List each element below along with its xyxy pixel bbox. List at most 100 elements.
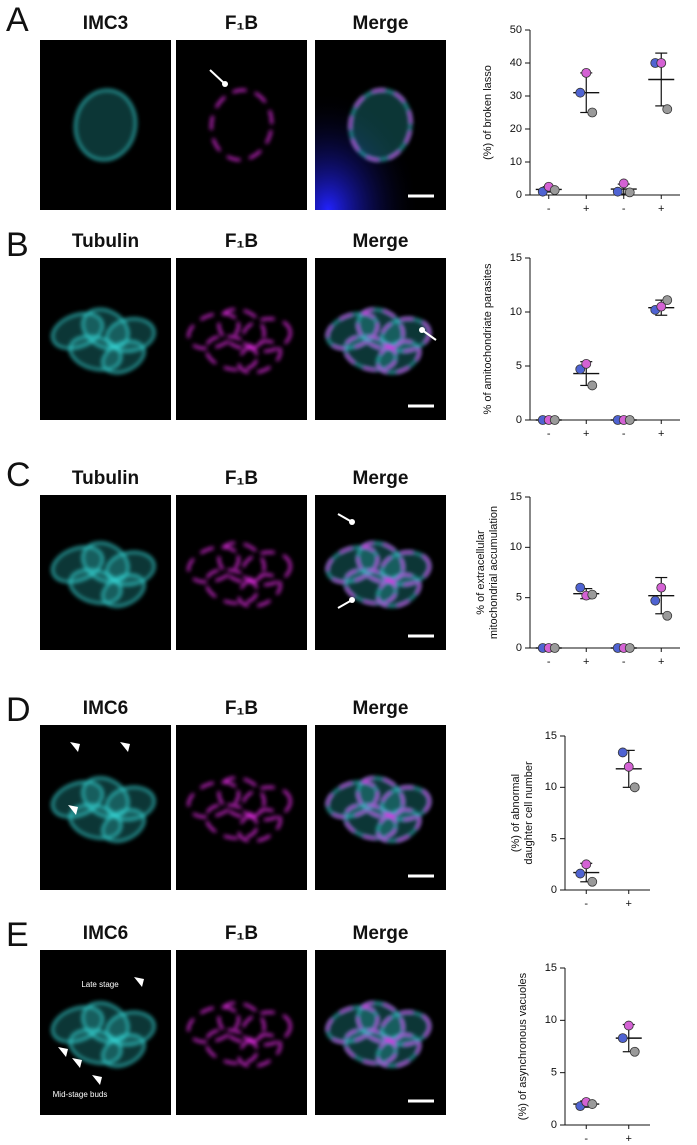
panel-letter: E [6, 916, 29, 954]
y-tick-label: 10 [545, 1014, 557, 1026]
data-point [624, 187, 635, 198]
data-point [581, 358, 592, 369]
data-point [629, 1046, 640, 1057]
data-point [575, 582, 586, 593]
cell [204, 803, 259, 840]
y-tick-label: 30 [510, 90, 522, 102]
arrowhead [70, 742, 80, 752]
cell [376, 340, 421, 374]
arrowhead [134, 977, 144, 987]
cell [343, 1028, 398, 1065]
x-tick-label: - [584, 1133, 588, 1145]
y-tick-label: 5 [551, 1067, 557, 1079]
cell [343, 803, 398, 840]
cell [237, 573, 282, 608]
cell [343, 568, 398, 605]
cell [376, 1033, 421, 1068]
data-point [624, 415, 635, 425]
data-point [612, 186, 623, 197]
data-point [629, 782, 640, 793]
y-tick-label: 0 [516, 414, 522, 426]
cell [380, 1010, 431, 1047]
data-point [623, 761, 634, 772]
data-point [662, 104, 673, 115]
y-tick-label: 10 [510, 156, 522, 168]
data-point [662, 610, 673, 621]
image-label: Merge [353, 13, 409, 34]
y-tick-label: 15 [545, 962, 557, 974]
data-point [587, 589, 598, 600]
y-tick-label: 20 [510, 123, 522, 135]
cell-group [74, 89, 137, 161]
cell [204, 1028, 259, 1065]
cell [187, 312, 240, 350]
y-tick-label: 5 [516, 360, 522, 372]
data-point [656, 301, 667, 312]
arrowhead [92, 1075, 102, 1085]
data-point [575, 868, 586, 879]
cell [326, 312, 379, 350]
cell-group [326, 776, 431, 843]
data-point [549, 415, 560, 425]
cell [326, 780, 379, 819]
data-point [581, 68, 592, 78]
y-axis-label: daughter cell number [523, 761, 535, 865]
cell [349, 88, 412, 162]
data-point [581, 859, 592, 870]
cell [241, 785, 292, 822]
y-tick-label: 5 [551, 833, 557, 845]
cell [187, 545, 240, 584]
cell [343, 334, 398, 372]
arrowhead [58, 1047, 68, 1057]
arrow [209, 69, 226, 85]
y-axis-label: % of amitochondriate parasites [482, 263, 494, 415]
cell-group [51, 1001, 156, 1068]
y-tick-label: 50 [510, 24, 522, 36]
data-point [617, 747, 628, 758]
x-tick-label: + [583, 428, 589, 440]
x-tick-label: - [547, 428, 551, 440]
x-tick-label: + [626, 898, 632, 910]
panel-letter: A [6, 1, 29, 39]
y-tick-label: 15 [510, 491, 522, 503]
data-point [624, 643, 635, 653]
image-label: Tubulin [72, 468, 139, 489]
cell-group [187, 776, 292, 843]
image-label: Tubulin [72, 231, 139, 252]
cell [101, 808, 146, 843]
cell-group [51, 541, 156, 608]
image-label: Merge [353, 923, 409, 944]
cell [326, 1005, 379, 1044]
cell [210, 88, 273, 162]
arrowhead [120, 742, 130, 752]
image-label: IMC6 [83, 698, 128, 719]
data-point [587, 107, 598, 118]
data-point [618, 178, 629, 189]
image-label: Merge [353, 231, 409, 252]
arrow-head [349, 519, 355, 525]
x-tick-label: - [622, 656, 626, 668]
annotation: Late stage [81, 980, 119, 989]
x-tick-label: - [547, 656, 551, 668]
image-label: Merge [353, 698, 409, 719]
y-tick-label: 10 [510, 306, 522, 318]
y-axis-label: % of extracellular [475, 530, 487, 615]
cell-group [210, 88, 273, 162]
cell [380, 317, 431, 353]
cell [101, 1033, 146, 1068]
y-tick-label: 0 [551, 1119, 557, 1131]
cell [326, 545, 379, 584]
data-point [650, 595, 661, 606]
cell-group [326, 541, 431, 608]
cell-group [326, 308, 431, 374]
image-label: IMC3 [83, 13, 128, 34]
x-tick-label: + [626, 1133, 632, 1145]
y-tick-label: 10 [545, 781, 557, 793]
cell-group [187, 308, 292, 374]
cell-group [187, 1001, 292, 1068]
cell [237, 1033, 282, 1068]
cell-group [51, 776, 156, 843]
data-point [623, 1020, 634, 1031]
